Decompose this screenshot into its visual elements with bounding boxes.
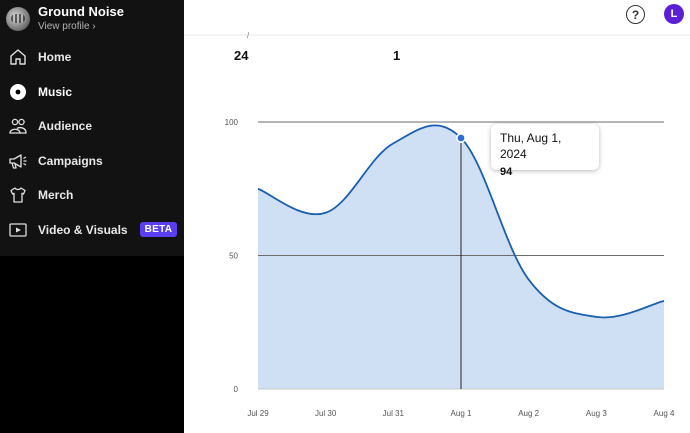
sidebar-item-label: Music bbox=[38, 84, 73, 99]
audience-icon bbox=[8, 116, 28, 136]
tooltip-date: Thu, Aug 1, 2024 bbox=[500, 131, 562, 161]
top-bar: ? L bbox=[184, 0, 690, 34]
header-divider bbox=[184, 34, 690, 36]
x-tick-label: Aug 2 bbox=[518, 409, 539, 418]
sidebar-item-label: Video & Visuals bbox=[38, 222, 128, 237]
tshirt-icon bbox=[8, 185, 28, 205]
sidebar-item-video-visuals[interactable]: Video & Visuals BETA bbox=[0, 213, 184, 248]
tooltip-value: 94 bbox=[500, 166, 513, 178]
sidebar: Ground Noise View profile › Home Music bbox=[0, 0, 184, 433]
main-content: 0 50 100 Jul 29 Jul 30 Jul 31 Aug 1 Aug 2 Aug 3 A… bbox=[184, 0, 690, 433]
x-tick-label: Jul 31 bbox=[383, 409, 405, 418]
sidebar-item-merch[interactable]: Merch bbox=[0, 178, 184, 213]
avatar bbox=[6, 7, 30, 31]
profile-text: Ground Noise View profile › bbox=[38, 4, 124, 34]
sidebar-item-label: Audience bbox=[38, 119, 93, 134]
music-disc-icon bbox=[8, 82, 28, 102]
stat-value: 1 bbox=[393, 48, 401, 63]
chart-tooltip: Thu, Aug 1, 2024 94 bbox=[491, 124, 599, 178]
video-icon bbox=[8, 220, 28, 240]
x-tick-label: Jul 30 bbox=[315, 409, 337, 418]
x-tick-label: Aug 4 bbox=[654, 409, 675, 418]
hover-point bbox=[455, 133, 466, 144]
profile-name: Ground Noise bbox=[38, 4, 124, 19]
stat-value: 24 bbox=[234, 48, 249, 63]
view-profile-link[interactable]: View profile › bbox=[38, 21, 96, 32]
megaphone-icon bbox=[8, 151, 28, 171]
sidebar-item-music[interactable]: Music bbox=[0, 75, 184, 110]
sidebar-item-label: Merch bbox=[38, 188, 74, 203]
sidebar-panel: Ground Noise View profile › Home Music bbox=[0, 0, 184, 256]
x-tick-label: Aug 3 bbox=[586, 409, 607, 418]
user-avatar-button[interactable]: L bbox=[664, 4, 684, 24]
help-icon[interactable]: ? bbox=[626, 5, 645, 24]
home-icon bbox=[8, 47, 28, 67]
y-tick-label: 100 bbox=[225, 118, 239, 127]
sidebar-item-label: Campaigns bbox=[38, 153, 103, 168]
sidebar-item-audience[interactable]: Audience bbox=[0, 109, 184, 144]
sidebar-nav: Home Music Audience Campaigns bbox=[0, 40, 184, 247]
y-tick-label: 50 bbox=[229, 252, 238, 261]
cut-off-label: / bbox=[247, 31, 250, 40]
beta-badge: BETA bbox=[139, 222, 178, 238]
sidebar-item-home[interactable]: Home bbox=[0, 40, 184, 75]
y-tick-label: 0 bbox=[234, 385, 239, 394]
stats-chart: 0 50 100 Jul 29 Jul 30 Jul 31 Aug 1 Aug 2 Aug 3 A… bbox=[225, 118, 675, 418]
x-tick-label: Jul 29 bbox=[247, 409, 269, 418]
sidebar-item-label: Home bbox=[38, 50, 72, 65]
x-tick-label: Aug 1 bbox=[451, 409, 472, 418]
profile-link[interactable]: Ground Noise View profile › bbox=[6, 3, 178, 35]
sidebar-item-campaigns[interactable]: Campaigns bbox=[0, 144, 184, 179]
